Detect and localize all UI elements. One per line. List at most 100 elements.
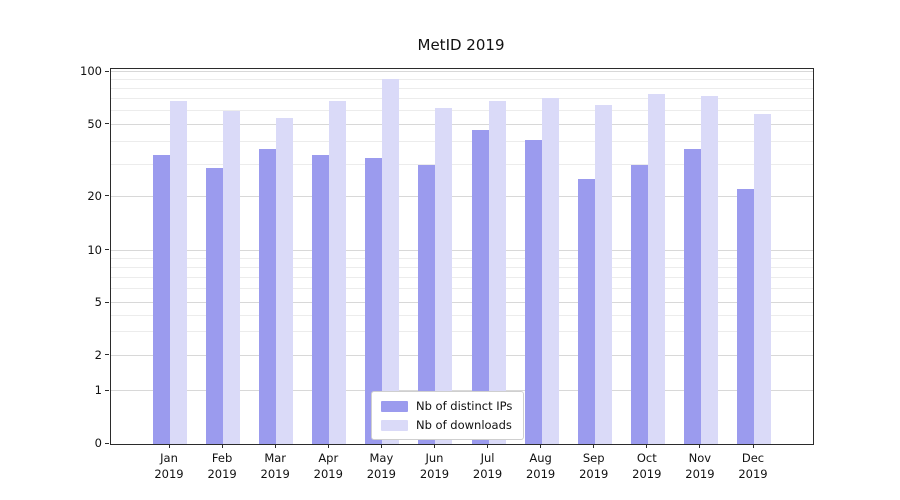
bar-distinct-ips-apr — [312, 155, 330, 444]
x-tick-year: 2019 — [260, 467, 290, 481]
x-tick-label: Aug 2019 — [511, 450, 571, 482]
x-tick-year: 2019 — [525, 467, 556, 481]
bar-distinct-ips-nov — [683, 148, 701, 444]
gridline-major — [111, 390, 813, 392]
y-tick-label: 50 — [87, 116, 102, 131]
bar-distinct-ips-dec — [737, 189, 754, 444]
y-tick-mark — [105, 389, 109, 391]
y-tick-label: 20 — [87, 188, 102, 203]
x-tick-mark — [699, 444, 701, 448]
bar-downloads-feb — [223, 110, 241, 444]
gridline-minor — [111, 276, 813, 278]
bar-downloads-oct — [647, 93, 665, 444]
y-tick-label: 10 — [87, 242, 102, 257]
y-tick-mark — [105, 70, 109, 72]
bar-distinct-ips-aug — [524, 140, 542, 444]
y-tick-mark — [105, 123, 109, 125]
legend-item-distinct-ips: Nb of distinct IPs — [381, 399, 512, 413]
bar-downloads-dec — [754, 113, 771, 444]
legend-swatch-distinct-ips — [381, 400, 408, 412]
bar-downloads-aug — [541, 98, 559, 444]
gridline-major — [111, 123, 813, 125]
gridline-minor — [111, 109, 813, 111]
legend: Nb of distinct IPs Nb of downloads — [371, 391, 525, 440]
x-tick-mark — [380, 444, 382, 448]
y-tick-mark — [105, 249, 109, 251]
x-tick-year: 2019 — [207, 467, 237, 481]
x-tick-month: Oct — [636, 451, 657, 465]
bar-distinct-ips-sep — [577, 179, 595, 444]
bar-distinct-ips-feb — [206, 167, 224, 444]
x-tick-mark — [593, 444, 595, 448]
gridline-minor — [111, 314, 813, 316]
x-tick-label: Jul 2019 — [458, 450, 518, 482]
x-tick-year: 2019 — [419, 467, 450, 481]
x-tick-label: Oct 2019 — [617, 450, 677, 482]
gridline-major — [111, 249, 813, 251]
y-tick-mark — [105, 354, 109, 356]
x-tick-month: Dec — [741, 451, 765, 465]
gridline-minor — [111, 331, 813, 333]
x-tick-year: 2019 — [685, 467, 715, 481]
x-tick-label: Jun 2019 — [404, 450, 464, 482]
x-tick-month: Mar — [264, 451, 287, 465]
x-tick-month: Jan — [160, 451, 178, 465]
gridline-minor — [111, 288, 813, 290]
y-tick-mark — [105, 301, 109, 303]
x-tick-label: Mar 2019 — [245, 450, 305, 482]
x-tick-year: 2019 — [738, 467, 768, 481]
x-tick-mark — [168, 444, 170, 448]
gridline-major — [111, 354, 813, 356]
y-tick-mark — [105, 442, 109, 444]
bar-distinct-ips-jan — [153, 155, 170, 444]
x-tick-month: Jun — [425, 451, 444, 465]
bar-distinct-ips-may — [365, 157, 383, 444]
x-tick-label: Apr 2019 — [298, 450, 358, 482]
x-tick-label: Dec 2019 — [723, 450, 783, 482]
x-tick-year: 2019 — [632, 467, 662, 481]
x-tick-year: 2019 — [154, 467, 184, 481]
plot-area: Nb of distinct IPs Nb of downloads — [110, 68, 814, 445]
gridline-minor — [111, 79, 813, 81]
bar-distinct-ips-jun — [418, 165, 436, 444]
gridline-major — [111, 71, 813, 72]
x-tick-label: May 2019 — [351, 450, 411, 482]
x-tick-year: 2019 — [579, 467, 609, 481]
y-tick-label: 100 — [80, 64, 102, 78]
x-tick-mark — [433, 444, 435, 448]
gridline-minor — [111, 88, 813, 90]
x-tick-label: Sep 2019 — [564, 450, 624, 482]
chart-title: MetID 2019 — [417, 36, 505, 54]
x-tick-mark — [274, 444, 276, 448]
y-tick-label: 0 — [94, 436, 102, 450]
bar-downloads-mar — [276, 117, 294, 444]
x-tick-year: 2019 — [313, 467, 343, 481]
x-tick-month: Apr — [318, 451, 339, 465]
x-tick-mark — [646, 444, 648, 448]
x-tick-month: Sep — [582, 451, 605, 465]
y-tick-label: 1 — [94, 383, 102, 398]
gridline-major — [111, 195, 813, 197]
bar-downloads-jan — [170, 101, 187, 444]
legend-label-downloads: Nb of downloads — [416, 418, 512, 432]
bar-distinct-ips-oct — [630, 165, 648, 444]
x-tick-month: Nov — [688, 451, 712, 465]
bar-downloads-nov — [700, 96, 718, 444]
gridline-major — [111, 302, 813, 303]
gridline-minor — [111, 266, 813, 268]
x-tick-year: 2019 — [472, 467, 503, 481]
x-tick-label: Feb 2019 — [192, 450, 252, 482]
bar-downloads-sep — [594, 104, 612, 444]
x-tick-month: Feb — [211, 451, 233, 465]
bar-downloads-jun — [435, 108, 453, 444]
bar-distinct-ips-mar — [259, 148, 277, 444]
gridline-minor — [111, 141, 813, 143]
bar-downloads-may — [382, 79, 400, 444]
x-tick-label: Nov 2019 — [670, 450, 730, 482]
x-tick-month: Aug — [529, 451, 552, 465]
bar-downloads-jul — [488, 101, 506, 444]
y-tick-mark — [105, 195, 109, 197]
x-tick-year: 2019 — [366, 467, 396, 481]
y-tick-label: 2 — [94, 347, 102, 362]
